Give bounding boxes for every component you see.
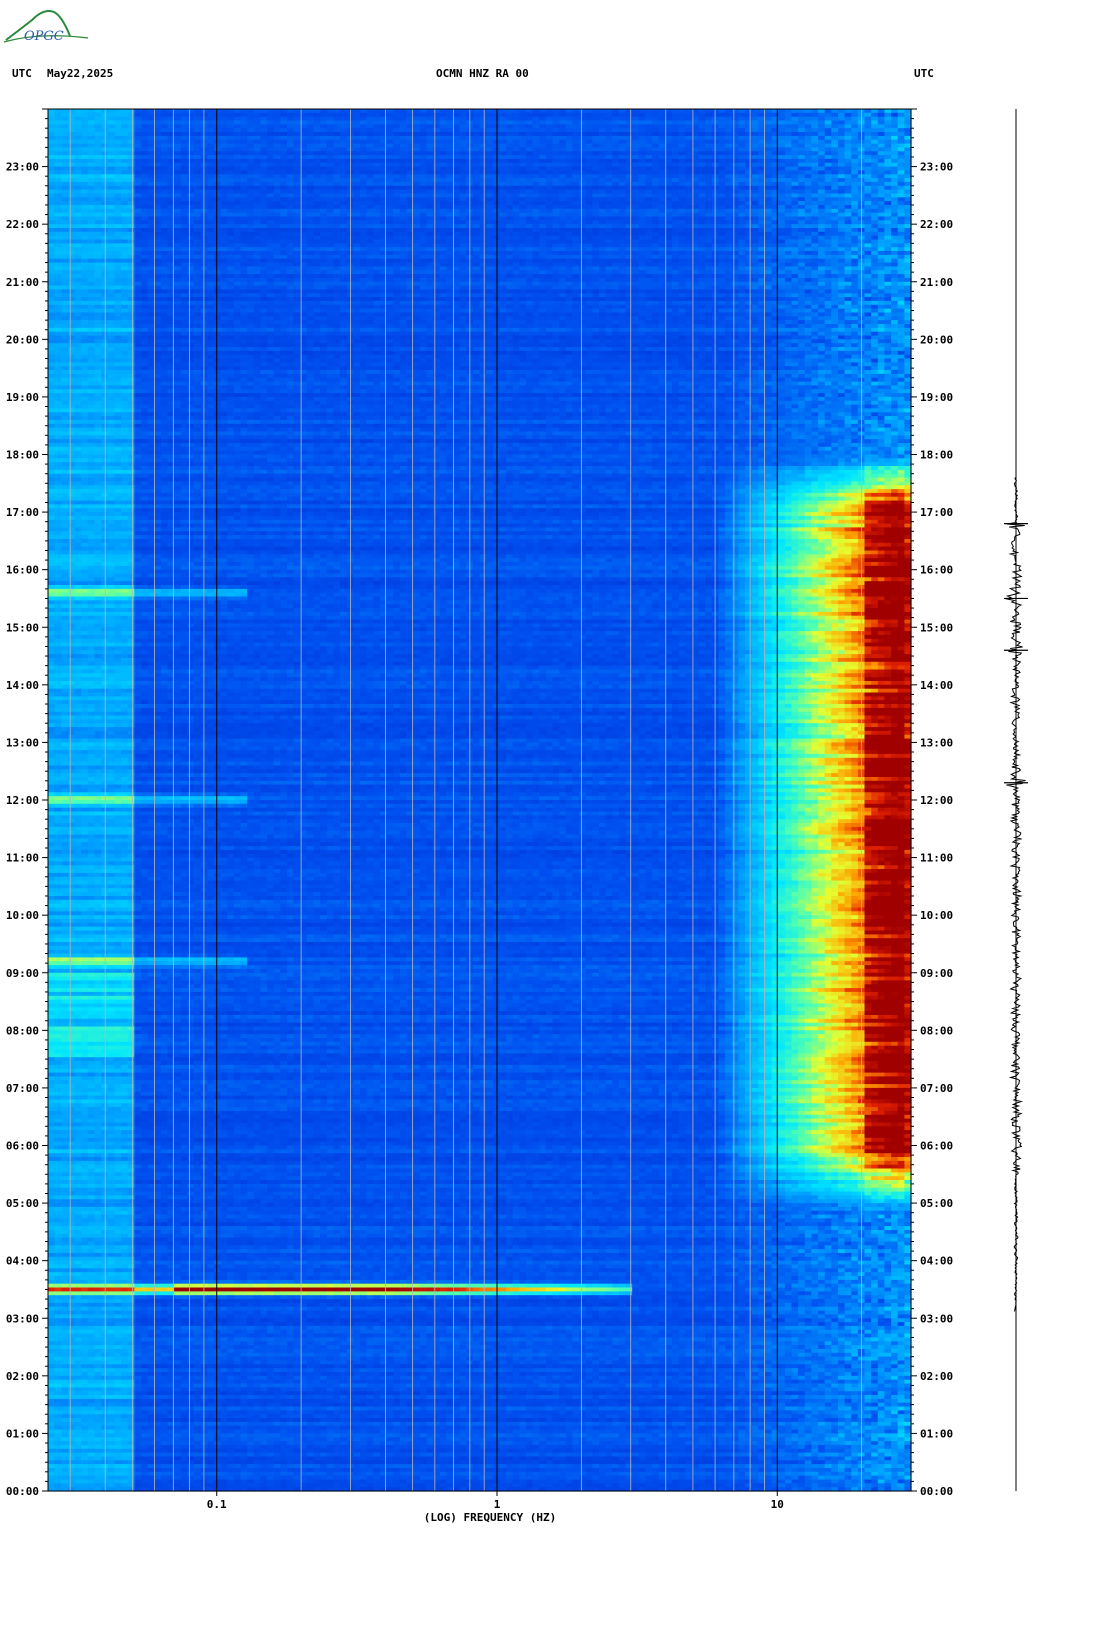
time-label-right: 23:00 <box>920 161 953 174</box>
time-label-left: 01:00 <box>6 1427 39 1440</box>
time-label-right: 07:00 <box>920 1082 953 1095</box>
time-label-right: 13:00 <box>920 736 953 749</box>
time-label-right: 18:00 <box>920 449 953 462</box>
time-label-left: 11:00 <box>6 852 39 865</box>
time-label-left: 07:00 <box>6 1082 39 1095</box>
time-label-right: 04:00 <box>920 1255 953 1268</box>
time-label-right: 16:00 <box>920 564 953 577</box>
time-label-left: 18:00 <box>6 449 39 462</box>
time-label-left: 06:00 <box>6 1140 39 1153</box>
time-label-left: 09:00 <box>6 967 39 980</box>
time-label-left: 05:00 <box>6 1197 39 1210</box>
frequency-axis: 0.1 1 10 <box>207 1491 784 1511</box>
time-label-left: 23:00 <box>6 161 39 174</box>
frequency-tick-label: 10 <box>771 1498 784 1511</box>
spectrogram-heatmap <box>48 109 912 1492</box>
time-label-left: 00:00 <box>6 1485 39 1498</box>
time-label-right: 10:00 <box>920 909 953 922</box>
time-label-right: 17:00 <box>920 506 953 519</box>
time-label-left: 12:00 <box>6 794 39 807</box>
time-label-left: 16:00 <box>6 564 39 577</box>
time-label-right: 19:00 <box>920 391 953 404</box>
time-label-left: 03:00 <box>6 1312 39 1325</box>
time-label-right: 03:00 <box>920 1312 953 1325</box>
time-label-left: 20:00 <box>6 333 39 346</box>
time-label-left: 10:00 <box>6 909 39 922</box>
time-label-left: 19:00 <box>6 391 39 404</box>
time-label-right: 20:00 <box>920 333 953 346</box>
time-label-left: 02:00 <box>6 1370 39 1383</box>
time-label-right: 12:00 <box>920 794 953 807</box>
time-label-right: 02:00 <box>920 1370 953 1383</box>
time-label-right: 22:00 <box>920 218 953 231</box>
time-label-left: 22:00 <box>6 218 39 231</box>
x-axis-title: (LOG) FREQUENCY (HZ) <box>424 1511 556 1524</box>
time-label-right: 01:00 <box>920 1427 953 1440</box>
time-label-left: 04:00 <box>6 1255 39 1268</box>
time-label-right: 14:00 <box>920 679 953 692</box>
time-label-left: 08:00 <box>6 1024 39 1037</box>
time-label-left: 21:00 <box>6 276 39 289</box>
time-label-right: 06:00 <box>920 1140 953 1153</box>
time-label-right: 00:00 <box>920 1485 953 1498</box>
time-label-right: 21:00 <box>920 276 953 289</box>
time-label-right: 09:00 <box>920 967 953 980</box>
time-label-right: 15:00 <box>920 621 953 634</box>
frequency-tick-label: 0.1 <box>207 1498 227 1511</box>
time-label-left: 14:00 <box>6 679 39 692</box>
time-label-right: 05:00 <box>920 1197 953 1210</box>
time-label-left: 13:00 <box>6 736 39 749</box>
seismogram-trace <box>1004 109 1028 1491</box>
time-label-right: 11:00 <box>920 852 953 865</box>
time-label-left: 15:00 <box>6 621 39 634</box>
time-label-right: 08:00 <box>920 1024 953 1037</box>
frequency-tick-label: 1 <box>494 1498 501 1511</box>
time-label-left: 17:00 <box>6 506 39 519</box>
